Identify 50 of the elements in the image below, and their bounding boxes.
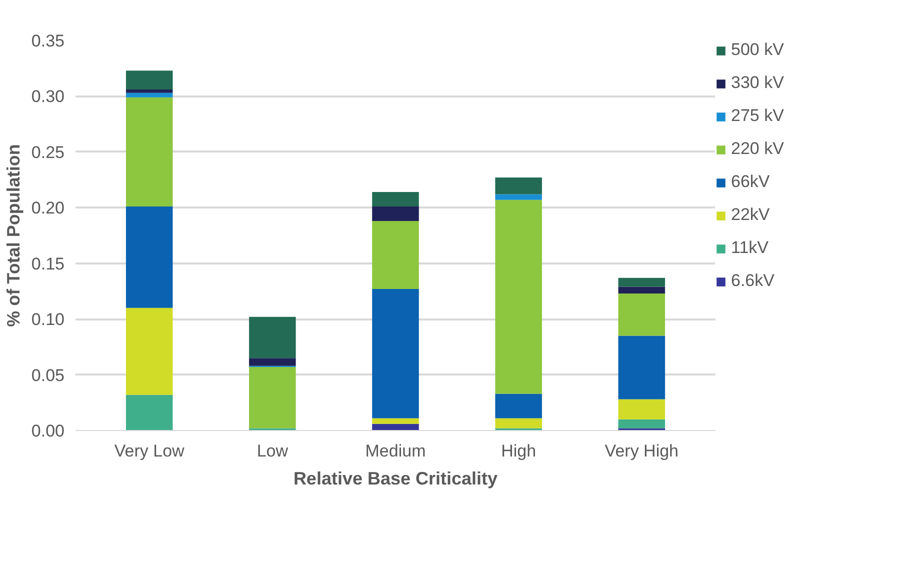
y-tick-label: 0.10 — [31, 310, 65, 330]
bar — [249, 316, 296, 358]
legend-label: 330 kV — [731, 73, 784, 93]
bar — [495, 418, 542, 428]
bar — [126, 308, 173, 395]
y-tick-label: 0.25 — [31, 142, 65, 162]
x-tick-label: Very High — [604, 442, 679, 460]
bar — [372, 192, 419, 207]
legend-label: 220 kV — [731, 139, 784, 159]
bar — [126, 394, 173, 430]
bar — [618, 336, 666, 400]
legend-label: 22kV — [731, 205, 770, 225]
bar — [372, 206, 419, 222]
bar — [495, 200, 542, 394]
legend-label: 500 kV — [731, 40, 784, 60]
bar — [372, 221, 419, 289]
x-tick-label: High — [501, 442, 536, 460]
legend-label: 66kV — [731, 172, 770, 192]
x-tick-label: Low — [256, 442, 289, 460]
x-tick-label: Medium — [365, 442, 426, 460]
y-tick-label: 0.00 — [31, 422, 65, 440]
bar — [126, 92, 173, 98]
y-tick-label: 0.15 — [31, 254, 65, 274]
bar — [618, 293, 666, 336]
legend-label: 6.6kV — [731, 271, 774, 291]
bar — [126, 70, 173, 90]
bar — [495, 394, 542, 418]
bar — [249, 358, 296, 366]
bar — [126, 206, 173, 308]
bar — [495, 194, 542, 200]
bar — [618, 286, 666, 294]
y-axis-title: % of Total Population — [3, 144, 24, 327]
bar — [618, 278, 666, 287]
bar — [495, 178, 542, 194]
bar — [618, 399, 666, 420]
bar — [618, 419, 666, 428]
bar — [372, 288, 419, 418]
legend-label: 11kV — [731, 238, 768, 258]
y-tick-label: 0.30 — [31, 87, 65, 106]
y-tick-label: 0.35 — [31, 32, 65, 50]
x-axis-title: Relative Base Criticality — [293, 468, 498, 488]
bar — [372, 418, 419, 424]
x-tick-label: Very Low — [114, 442, 186, 460]
y-tick-label: 0.05 — [31, 366, 65, 385]
legend-label: 275 kV — [731, 106, 784, 126]
bar — [372, 424, 419, 430]
y-tick-label: 0.20 — [31, 198, 65, 218]
bar — [126, 97, 173, 207]
bar — [126, 90, 173, 93]
bar — [249, 366, 296, 428]
